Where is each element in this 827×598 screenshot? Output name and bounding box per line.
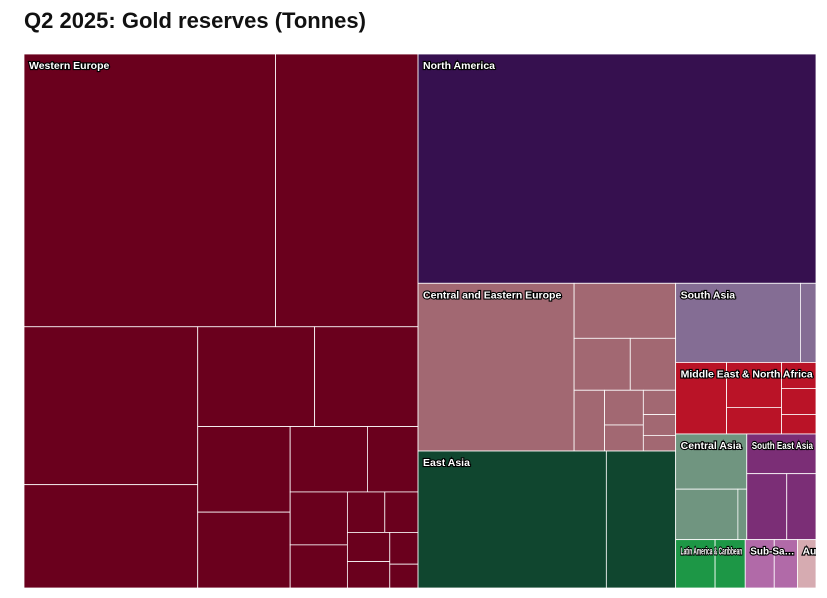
treemap-cell[interactable] [346, 532, 391, 562]
treemap-cell[interactable] [24, 484, 199, 588]
treemap-cell[interactable] [417, 450, 607, 588]
treemap-cell[interactable] [346, 561, 391, 588]
region-central-asia [675, 433, 748, 541]
treemap-cell[interactable] [642, 434, 677, 452]
treemap-cell[interactable] [800, 282, 816, 363]
region-label-sub-saharan-africa: Sub-Sa… [750, 546, 794, 558]
region-label-middle-east-north-africa: Middle East & North Africa [681, 368, 813, 380]
region-label-central-asia: Central Asia [681, 440, 742, 452]
treemap-cell[interactable] [197, 426, 291, 513]
treemap-cell[interactable] [786, 473, 816, 541]
region-label-east-asia: East Asia [423, 457, 470, 469]
region-label-north-america: North America [423, 60, 495, 72]
treemap-cell[interactable] [573, 337, 631, 391]
treemap-cell[interactable] [389, 563, 419, 588]
treemap-cell[interactable] [604, 424, 644, 452]
treemap-cell[interactable] [197, 511, 291, 588]
treemap-cell[interactable] [389, 532, 419, 565]
chart-title: Q2 2025: Gold reserves (Tonnes) [24, 8, 366, 33]
treemap-cell[interactable] [384, 491, 419, 533]
treemap-cell[interactable] [781, 388, 816, 415]
treemap-cell[interactable] [346, 491, 386, 533]
region-south-east-asia [746, 433, 816, 541]
region-label-australasia-oceania: Australasia / Oceania [802, 546, 816, 558]
treemap-cell[interactable] [197, 326, 316, 427]
treemap-cell[interactable] [737, 488, 748, 541]
treemap-cell[interactable] [417, 282, 575, 452]
treemap-cell[interactable] [675, 282, 801, 363]
treemap-cell[interactable] [726, 362, 782, 408]
treemap-cell[interactable] [746, 473, 788, 541]
region-label-latin-america-caribbean: Latin America & Caribbean [681, 546, 743, 558]
treemap-cell[interactable] [314, 326, 419, 427]
treemap-cell[interactable] [781, 414, 816, 435]
region-central-and-eastern-europe [417, 282, 677, 452]
treemap-cell[interactable] [24, 54, 276, 328]
treemap-chart: Western Europe North America Central and E… [24, 54, 816, 588]
treemap-cell[interactable] [714, 539, 746, 588]
treemap-cell[interactable] [675, 362, 728, 435]
treemap-cell[interactable] [289, 491, 348, 546]
treemap-cell[interactable] [726, 406, 782, 435]
treemap-cell[interactable] [675, 488, 739, 541]
treemap-cell[interactable] [417, 54, 816, 284]
region-latin-america-caribbean [675, 539, 746, 588]
treemap-cell[interactable] [289, 544, 348, 588]
treemap-cell[interactable] [604, 389, 644, 426]
treemap-cell[interactable] [573, 282, 677, 339]
treemap-cell[interactable] [629, 337, 677, 391]
region-label-south-east-asia: South East Asia [752, 440, 813, 452]
region-north-america [417, 54, 816, 284]
treemap-cell[interactable] [605, 450, 677, 588]
region-western-europe [24, 54, 419, 588]
region-middle-east-north-africa [675, 362, 816, 435]
treemap-cell[interactable] [24, 326, 199, 486]
region-label-south-asia: South Asia [681, 289, 736, 301]
treemap-cell[interactable] [744, 539, 775, 588]
treemap-cell[interactable] [642, 414, 677, 436]
treemap-cell[interactable] [289, 426, 368, 493]
treemap-cell[interactable] [367, 426, 419, 493]
treemap-cell[interactable] [642, 389, 677, 415]
treemap-cell[interactable] [573, 389, 605, 452]
region-south-asia [675, 282, 816, 363]
region-label-western-europe: Western Europe [29, 60, 109, 72]
region-east-asia [417, 450, 677, 588]
region-label-central-and-eastern-europe: Central and Eastern Europe [423, 289, 561, 301]
treemap-cell[interactable] [675, 433, 748, 490]
treemap-cell[interactable] [275, 54, 419, 328]
